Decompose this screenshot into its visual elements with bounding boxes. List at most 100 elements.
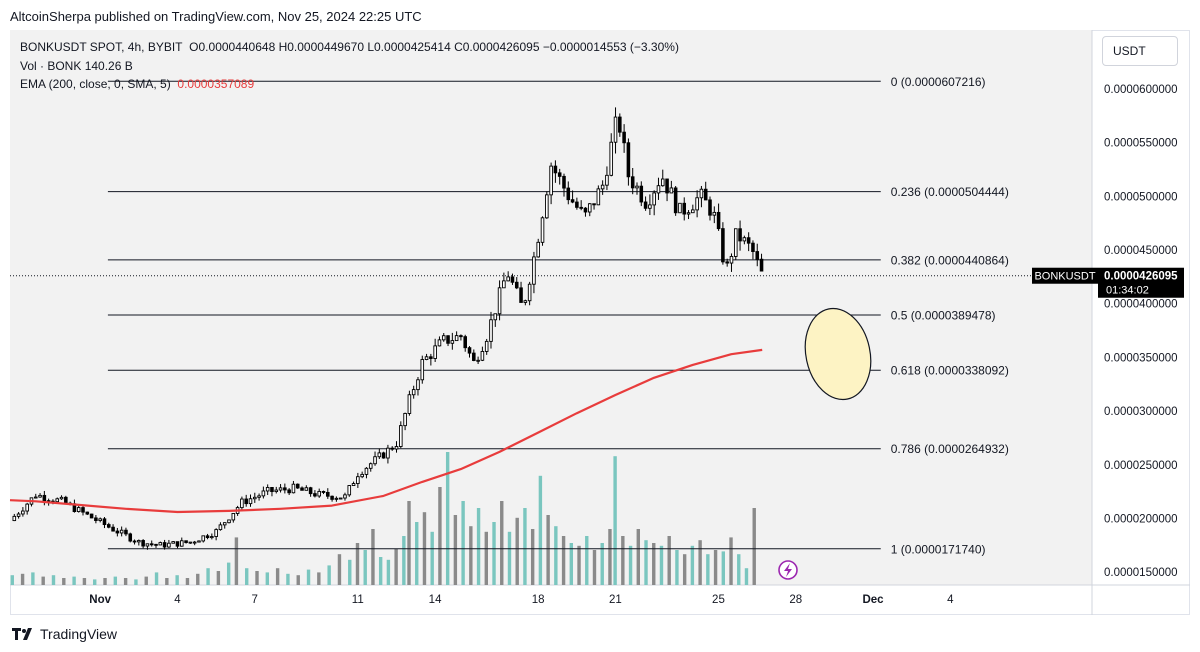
candle-body bbox=[708, 199, 712, 216]
candle-body bbox=[162, 542, 167, 548]
candle-body bbox=[459, 335, 463, 338]
volume-bar bbox=[636, 529, 640, 585]
candle-body bbox=[85, 511, 90, 515]
candle-body bbox=[364, 467, 369, 475]
candle-body bbox=[257, 495, 261, 498]
candle-body bbox=[695, 197, 699, 211]
candle-body bbox=[265, 487, 270, 492]
ema-200-line bbox=[9, 348, 763, 514]
price-tick-label: 0.0000250000 bbox=[1104, 460, 1178, 472]
candle-body bbox=[111, 526, 115, 532]
volume-bar bbox=[546, 515, 550, 585]
candle-body bbox=[665, 178, 669, 194]
fibonacci-retracement[interactable]: 0 (0.0000607216) 0.236 (0.0000504444) 0.38… bbox=[107, 75, 1009, 556]
footer: TradingView bbox=[12, 624, 117, 644]
time-tick-label: 4 bbox=[947, 594, 954, 606]
candle-body bbox=[394, 446, 399, 450]
chart-legend: BONKUSDT SPOT, 4h, BYBIT O0.0000440648 H… bbox=[20, 38, 679, 94]
legend-symbol[interactable]: BONKUSDT SPOT, 4h, BYBIT bbox=[20, 40, 183, 54]
candle-body bbox=[42, 494, 47, 502]
footer-brand: TradingView bbox=[40, 626, 118, 642]
candle-body bbox=[549, 165, 553, 196]
candle-body bbox=[652, 192, 656, 206]
candle-body bbox=[270, 487, 274, 493]
ema-line bbox=[9, 348, 763, 514]
price-tag-value: 0.0000426095 bbox=[1104, 271, 1178, 283]
candle-body bbox=[128, 533, 133, 542]
volume-bar bbox=[713, 550, 718, 585]
volume-bar bbox=[337, 554, 342, 585]
candle-body bbox=[308, 487, 313, 495]
candle-body bbox=[55, 498, 60, 503]
fib-level-label: 0.382 (0.0000440864) bbox=[891, 253, 1009, 267]
volume-bar bbox=[134, 579, 138, 585]
volume-bar bbox=[407, 501, 411, 585]
candle-body bbox=[184, 540, 188, 543]
candle-body bbox=[386, 447, 390, 459]
time-tick-label: 14 bbox=[429, 594, 442, 606]
candle-body bbox=[94, 517, 98, 521]
currency-selector[interactable]: USDT bbox=[1102, 36, 1178, 66]
volume-bar bbox=[51, 575, 56, 585]
candle-body bbox=[64, 496, 68, 504]
volume-bar bbox=[206, 568, 210, 585]
volume-bar bbox=[123, 578, 128, 585]
volume-bar bbox=[569, 543, 574, 585]
volume-bar bbox=[196, 573, 200, 585]
candle-body bbox=[523, 300, 528, 303]
volume-bar bbox=[286, 573, 290, 585]
time-axis[interactable]: Nov 4 7 11 14 18 21 25 28 Dec 4 bbox=[89, 594, 954, 606]
fib-level-label: 0.618 (0.0000338092) bbox=[891, 364, 1009, 378]
candle-body bbox=[274, 489, 279, 493]
legend-ema-row[interactable]: EMA (200, close, 0, SMA, 5) 0.0000357089 bbox=[20, 75, 679, 94]
candle-body bbox=[115, 530, 120, 534]
candle-body bbox=[381, 452, 386, 459]
volume-bar bbox=[554, 526, 558, 585]
candle-body bbox=[214, 529, 218, 537]
volume-bars bbox=[10, 452, 756, 585]
volume-bar bbox=[461, 501, 465, 585]
volume-bar bbox=[175, 575, 179, 585]
candle-body bbox=[746, 237, 751, 244]
candle-body bbox=[373, 456, 377, 465]
candle-body bbox=[433, 345, 437, 359]
candle-body bbox=[291, 483, 296, 494]
highlight-ellipse[interactable] bbox=[797, 302, 879, 405]
time-tick-label: Dec bbox=[862, 594, 884, 606]
candle-body bbox=[476, 359, 480, 362]
candle-body bbox=[639, 185, 644, 203]
candle-body bbox=[622, 131, 626, 144]
flash-icon[interactable] bbox=[778, 560, 798, 580]
candle-body bbox=[304, 487, 309, 491]
candle-body bbox=[283, 487, 287, 491]
target-zone-ellipse[interactable] bbox=[797, 302, 879, 405]
candle-body bbox=[703, 188, 708, 201]
legend-ema-label[interactable]: EMA (200, close, 0, SMA, 5) bbox=[20, 77, 171, 91]
candle-body bbox=[592, 203, 596, 206]
candle-body bbox=[678, 202, 682, 214]
candle-body bbox=[630, 176, 635, 189]
candle-body bbox=[450, 340, 455, 344]
volume-bar bbox=[682, 554, 687, 585]
volume-bar bbox=[216, 571, 221, 585]
legend-symbol-row[interactable]: BONKUSDT SPOT, 4h, BYBIT O0.0000440648 H… bbox=[20, 38, 679, 57]
candle-body bbox=[429, 356, 433, 359]
volume-bar bbox=[585, 536, 589, 585]
time-tick-label: 18 bbox=[532, 594, 545, 606]
price-axis[interactable]: 0.0000600000 0.0000550000 0.0000500000 0.00… bbox=[1104, 84, 1178, 579]
candle-body bbox=[106, 524, 111, 528]
time-tick-label: 28 bbox=[789, 594, 802, 606]
volume-bar bbox=[348, 559, 352, 585]
candle-body bbox=[351, 483, 356, 487]
candle-body bbox=[566, 187, 571, 201]
volume-bar bbox=[82, 578, 87, 585]
volume-bar bbox=[265, 572, 270, 585]
fib-level-label: 0.5 (0.0000389478) bbox=[891, 309, 996, 323]
candle-body bbox=[300, 487, 304, 491]
legend-volume[interactable]: Vol · BONK 140.26 B bbox=[20, 58, 133, 73]
volume-bar bbox=[144, 576, 148, 585]
price-tick-label: 0.0000600000 bbox=[1104, 84, 1178, 96]
candle-body bbox=[240, 498, 244, 509]
candle-body bbox=[167, 542, 171, 548]
